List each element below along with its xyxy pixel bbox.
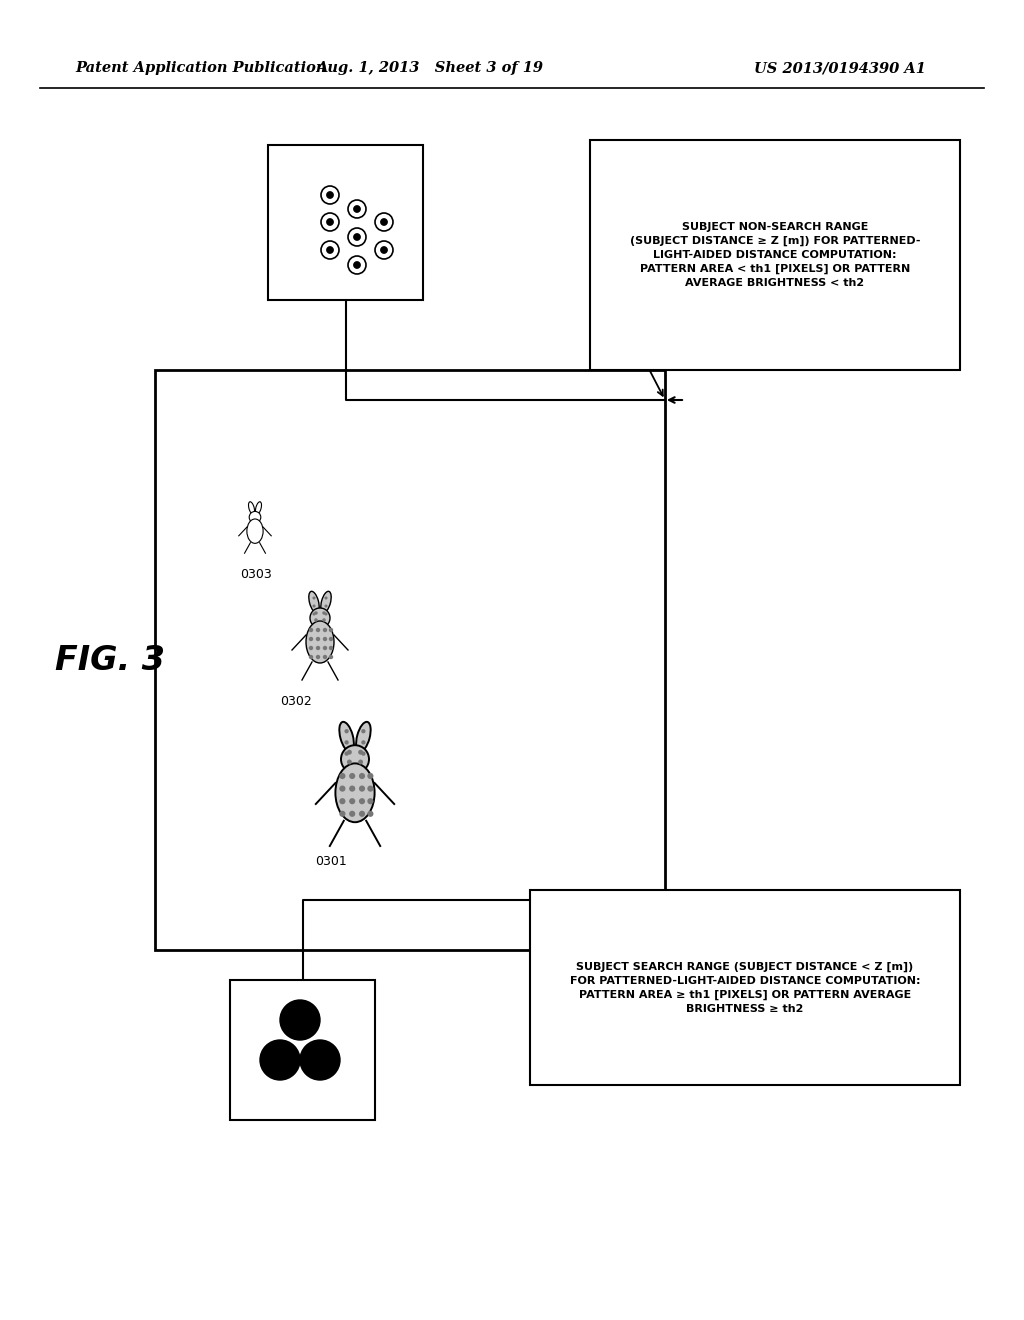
Text: SUBJECT SEARCH RANGE (SUBJECT DISTANCE < Z [m])
FOR PATTERNED-LIGHT-AIDED DISTAN: SUBJECT SEARCH RANGE (SUBJECT DISTANCE <… [569, 961, 921, 1014]
Ellipse shape [249, 502, 255, 515]
Circle shape [327, 247, 334, 253]
Text: 0303: 0303 [240, 568, 271, 581]
Circle shape [312, 605, 315, 607]
Circle shape [359, 799, 366, 804]
Circle shape [375, 242, 393, 259]
Circle shape [348, 201, 366, 218]
Text: Patent Application Publication: Patent Application Publication [75, 61, 327, 75]
Circle shape [348, 228, 366, 246]
Circle shape [327, 191, 334, 198]
Bar [268, 145, 423, 300]
Circle shape [325, 605, 328, 607]
Circle shape [339, 785, 345, 792]
Text: US 2013/0194390 A1: US 2013/0194390 A1 [754, 61, 926, 75]
Circle shape [358, 759, 364, 764]
Ellipse shape [310, 609, 330, 628]
Text: SUBJECT NON-SEARCH RANGE
(SUBJECT DISTANCE ≥ Z [m]) FOR PATTERNED-
LIGHT-AIDED D: SUBJECT NON-SEARCH RANGE (SUBJECT DISTAN… [630, 222, 921, 288]
Circle shape [368, 774, 374, 779]
Circle shape [280, 1001, 319, 1040]
Circle shape [381, 247, 387, 253]
Circle shape [353, 206, 360, 213]
Text: FIG. 3: FIG. 3 [55, 644, 165, 676]
Circle shape [339, 799, 345, 804]
Ellipse shape [306, 620, 334, 663]
Circle shape [323, 618, 326, 622]
Circle shape [375, 213, 393, 231]
Circle shape [329, 645, 333, 651]
Text: 0302: 0302 [280, 696, 311, 708]
Circle shape [312, 597, 315, 599]
Circle shape [315, 655, 321, 659]
Circle shape [349, 810, 355, 817]
Circle shape [325, 612, 328, 615]
Ellipse shape [249, 511, 261, 523]
Circle shape [309, 628, 313, 632]
Circle shape [325, 597, 328, 599]
Circle shape [260, 1040, 300, 1080]
Circle shape [361, 751, 366, 756]
Circle shape [348, 256, 366, 275]
Circle shape [309, 636, 313, 642]
Circle shape [339, 810, 345, 817]
Circle shape [358, 750, 364, 755]
Circle shape [323, 628, 328, 632]
Circle shape [329, 655, 333, 659]
Circle shape [323, 645, 328, 651]
Circle shape [359, 774, 366, 779]
Circle shape [361, 729, 366, 734]
Circle shape [321, 213, 339, 231]
Circle shape [312, 612, 315, 615]
Ellipse shape [356, 722, 371, 752]
Circle shape [323, 636, 328, 642]
Circle shape [347, 750, 352, 755]
Circle shape [353, 234, 360, 240]
Circle shape [344, 729, 349, 734]
Text: Aug. 1, 2013   Sheet 3 of 19: Aug. 1, 2013 Sheet 3 of 19 [316, 61, 544, 75]
Circle shape [329, 636, 333, 642]
Circle shape [323, 611, 326, 615]
Circle shape [381, 219, 387, 226]
Circle shape [309, 645, 313, 651]
Bar [155, 370, 665, 950]
Text: 0301: 0301 [315, 855, 347, 869]
Circle shape [359, 785, 366, 792]
Bar [590, 140, 961, 370]
Ellipse shape [339, 722, 354, 752]
Ellipse shape [341, 746, 369, 774]
Circle shape [361, 741, 366, 744]
Circle shape [321, 186, 339, 205]
Circle shape [321, 242, 339, 259]
Circle shape [339, 774, 345, 779]
Circle shape [347, 759, 352, 764]
Circle shape [344, 741, 349, 744]
Circle shape [323, 655, 328, 659]
Circle shape [359, 810, 366, 817]
Ellipse shape [336, 763, 375, 822]
Circle shape [309, 655, 313, 659]
Circle shape [349, 785, 355, 792]
Circle shape [314, 611, 317, 615]
Circle shape [329, 628, 333, 632]
Circle shape [300, 1040, 340, 1080]
Circle shape [368, 810, 374, 817]
Circle shape [315, 645, 321, 651]
Circle shape [327, 219, 334, 226]
Circle shape [349, 799, 355, 804]
Circle shape [353, 261, 360, 268]
Ellipse shape [255, 502, 261, 515]
Ellipse shape [247, 519, 263, 544]
Circle shape [344, 751, 349, 756]
Circle shape [368, 785, 374, 792]
Circle shape [315, 636, 321, 642]
Circle shape [349, 774, 355, 779]
Ellipse shape [309, 591, 319, 612]
Circle shape [315, 628, 321, 632]
Circle shape [368, 799, 374, 804]
Ellipse shape [321, 591, 331, 612]
Bar [530, 890, 961, 1085]
Circle shape [314, 618, 317, 622]
Bar [230, 979, 375, 1119]
